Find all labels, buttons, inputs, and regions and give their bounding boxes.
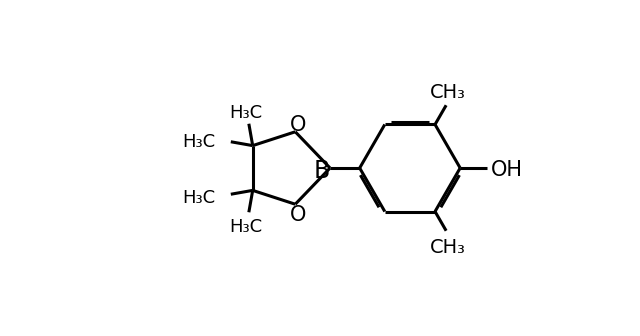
Text: CH₃: CH₃ <box>430 238 466 256</box>
Text: H₃C: H₃C <box>182 133 215 151</box>
Text: H₃C: H₃C <box>230 103 263 122</box>
Text: B: B <box>314 159 330 182</box>
Text: H₃C: H₃C <box>230 218 263 237</box>
Text: CH₃: CH₃ <box>430 83 466 102</box>
Text: OH: OH <box>491 160 523 180</box>
Text: O: O <box>291 115 307 135</box>
Text: O: O <box>291 205 307 225</box>
Text: H₃C: H₃C <box>182 189 215 207</box>
